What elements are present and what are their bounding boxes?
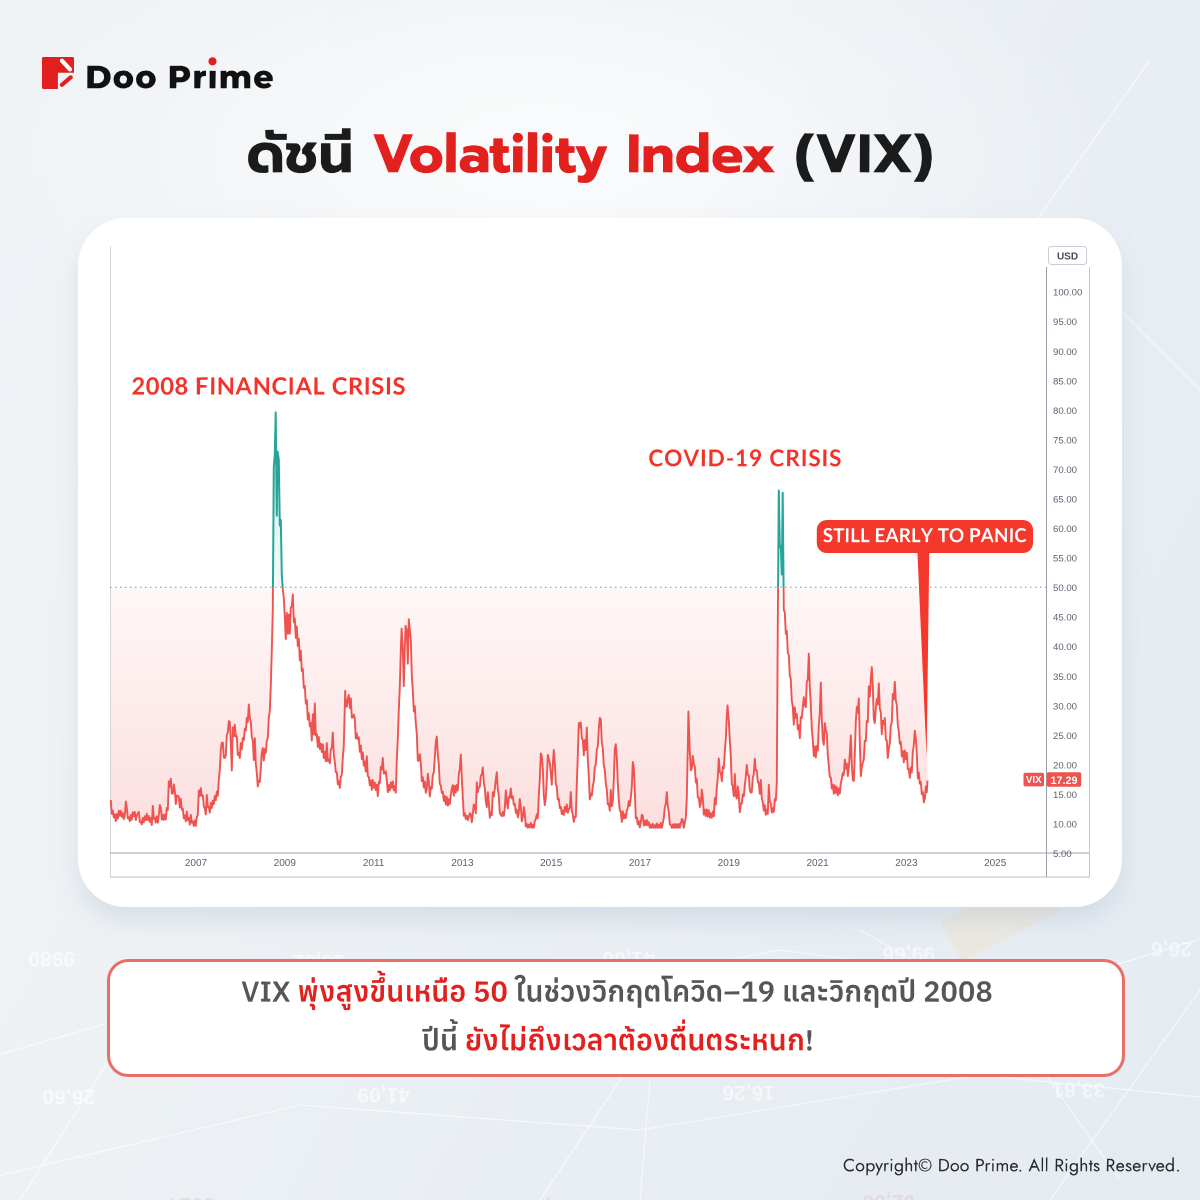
- svg-text:90.00: 90.00: [1053, 347, 1077, 358]
- svg-text:9980: 9980: [28, 947, 75, 970]
- svg-text:65.00: 65.00: [1053, 495, 1077, 506]
- svg-text:25.00: 25.00: [1053, 731, 1077, 742]
- svg-text:26,60: 26,60: [42, 1085, 95, 1108]
- svg-text:2021: 2021: [806, 858, 829, 869]
- svg-text:5.00: 5.00: [1053, 849, 1072, 860]
- svg-text:2007: 2007: [185, 858, 208, 869]
- svg-text:85.00: 85.00: [1053, 376, 1077, 387]
- svg-text:2015: 2015: [540, 858, 563, 869]
- svg-text:26,6: 26,6: [1151, 937, 1192, 960]
- svg-text:16,26: 16,26: [722, 1081, 775, 1104]
- svg-text:40.00: 40.00: [1053, 642, 1077, 653]
- svg-text:2009: 2009: [274, 858, 297, 869]
- svg-text:USD: USD: [1057, 252, 1078, 263]
- svg-text:17.29: 17.29: [1050, 775, 1077, 787]
- svg-text:75.00: 75.00: [1053, 435, 1077, 446]
- svg-text:80.00: 80.00: [1053, 406, 1077, 417]
- svg-text:30.00: 30.00: [1053, 701, 1077, 712]
- svg-text:VIX: VIX: [1026, 775, 1042, 786]
- svg-text:19,29: 19,29: [522, 1195, 575, 1200]
- svg-text:95.00: 95.00: [1053, 317, 1077, 328]
- svg-text:20.00: 20.00: [1053, 760, 1077, 771]
- svg-text:50.00: 50.00: [1053, 583, 1077, 594]
- svg-text:45.00: 45.00: [1053, 613, 1077, 624]
- svg-text:8014: 8014: [168, 1193, 215, 1200]
- svg-text:100.00: 100.00: [1053, 288, 1082, 299]
- svg-text:60.00: 60.00: [1053, 524, 1077, 535]
- svg-text:02,00: 02,00: [862, 1190, 915, 1200]
- svg-text:2025: 2025: [984, 858, 1007, 869]
- svg-text:2019: 2019: [718, 858, 741, 869]
- svg-text:2023: 2023: [895, 858, 918, 869]
- svg-text:33,81: 33,81: [1052, 1078, 1105, 1101]
- svg-text:2013: 2013: [451, 858, 474, 869]
- svg-text:55.00: 55.00: [1053, 554, 1077, 565]
- svg-text:41,09: 41,09: [357, 1083, 410, 1106]
- svg-text:35.00: 35.00: [1053, 672, 1077, 683]
- svg-text:2011: 2011: [363, 858, 385, 869]
- svg-text:10.00: 10.00: [1053, 820, 1077, 831]
- svg-text:2017: 2017: [629, 858, 652, 869]
- svg-text:15.00: 15.00: [1053, 790, 1077, 801]
- svg-text:70.00: 70.00: [1053, 465, 1077, 476]
